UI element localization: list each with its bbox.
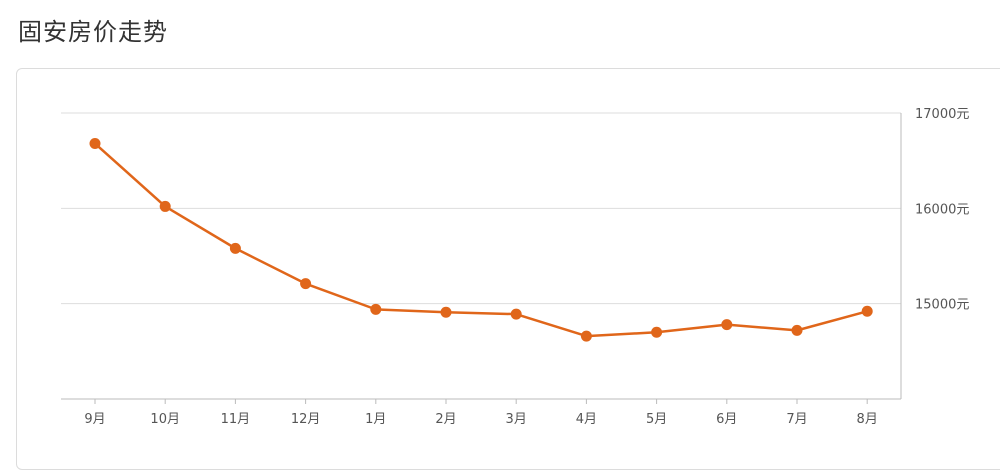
x-tick-label: 7月 bbox=[786, 412, 807, 427]
data-point bbox=[791, 324, 803, 336]
x-tick-label: 10月 bbox=[150, 412, 180, 427]
data-point bbox=[861, 305, 873, 317]
x-tick-label: 6月 bbox=[716, 412, 737, 427]
data-point bbox=[651, 326, 663, 338]
series-line bbox=[94, 142, 868, 338]
x-axis-ticks: 9月 10月 11月 12月 1月 2月 3月 4月 5月 6月 7月 8月 bbox=[84, 399, 878, 427]
data-point bbox=[300, 278, 312, 290]
page-title: 固安房价走势 bbox=[18, 18, 168, 46]
x-tick-label: 3月 bbox=[506, 412, 527, 427]
data-point bbox=[440, 306, 452, 318]
y-tick-label: 17000元 bbox=[915, 107, 969, 122]
price-trend-chart: 9月 10月 11月 12月 1月 2月 3月 4月 5月 6月 7月 8月 15000元 16000元… bbox=[61, 107, 969, 427]
x-tick-label: 5月 bbox=[646, 412, 667, 427]
x-tick-label: 2月 bbox=[435, 412, 456, 427]
data-point bbox=[370, 303, 382, 315]
chart-card: 9月 10月 11月 12月 1月 2月 3月 4月 5月 6月 7月 8月 15000元 16000元… bbox=[16, 68, 1000, 470]
data-point bbox=[510, 308, 522, 320]
axes bbox=[61, 113, 902, 400]
x-tick-label: 9月 bbox=[84, 412, 105, 427]
x-tick-label: 4月 bbox=[576, 412, 597, 427]
x-tick-label: 1月 bbox=[365, 412, 386, 427]
x-tick-label: 12月 bbox=[291, 412, 321, 427]
data-point bbox=[229, 242, 241, 254]
data-point bbox=[159, 200, 171, 212]
series bbox=[89, 138, 873, 342]
grid-lines bbox=[61, 112, 901, 305]
y-axis-ticks: 15000元 16000元 17000元 bbox=[915, 107, 969, 313]
data-point bbox=[721, 319, 733, 331]
x-tick-label: 8月 bbox=[857, 412, 878, 427]
data-point bbox=[89, 138, 101, 150]
x-tick-label: 11月 bbox=[221, 412, 251, 427]
y-tick-label: 16000元 bbox=[915, 202, 969, 217]
data-point bbox=[580, 330, 592, 342]
y-tick-label: 15000元 bbox=[915, 298, 969, 313]
